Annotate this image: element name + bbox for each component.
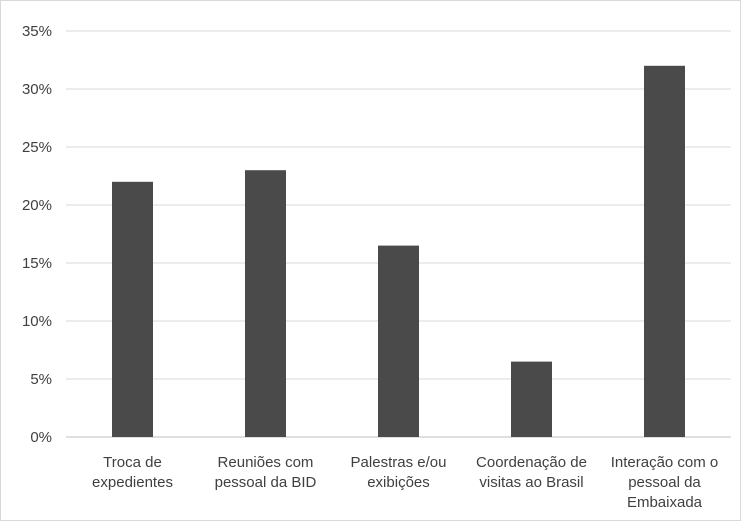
y-axis-ticks: 0% 5% 10% 15% 20% 25% 30% 35% (22, 23, 52, 446)
x-category-label-line: pessoal da BID (215, 474, 317, 491)
x-category-label-line: Troca de (103, 454, 162, 471)
x-category-label-line: Reuniões com (218, 454, 314, 471)
y-tick-label: 0% (30, 429, 52, 446)
bar (378, 245, 419, 437)
bar (511, 361, 552, 437)
bar (112, 181, 153, 437)
y-tick-label: 5% (30, 371, 52, 388)
y-tick-label: 20% (22, 197, 52, 214)
x-category-label-line: Interação com o (611, 454, 719, 471)
bar (245, 170, 286, 437)
x-category-label: Reuniões com pessoal da BID (215, 454, 317, 491)
x-category-label-line: visitas ao Brasil (479, 474, 583, 491)
x-category-label-line: Embaixada (627, 494, 703, 511)
y-tick-label: 10% (22, 313, 52, 330)
y-tick-label: 15% (22, 255, 52, 272)
y-tick-label: 25% (22, 139, 52, 156)
x-category-label: Troca de expedientes (92, 454, 173, 491)
x-category-label-line: exibições (367, 474, 430, 491)
gridlines (66, 30, 731, 438)
bars (112, 65, 685, 438)
bar (644, 65, 685, 438)
y-tick-label: 30% (22, 81, 52, 98)
x-category-label-line: Palestras e/ou (351, 454, 447, 471)
x-axis-labels: Troca de expedientes Reuniões com pessoal d… (92, 454, 718, 511)
x-category-label: Palestras e/ou exibições (351, 454, 447, 491)
x-category-label: Interação com o pessoal da Embaixada (611, 454, 719, 511)
x-category-label-line: expedientes (92, 474, 173, 491)
x-category-label-line: Coordenação de (476, 454, 587, 471)
x-category-label-line: pessoal da (628, 474, 701, 491)
y-tick-label: 35% (22, 23, 52, 40)
x-category-label: Coordenação de visitas ao Brasil (476, 454, 587, 491)
